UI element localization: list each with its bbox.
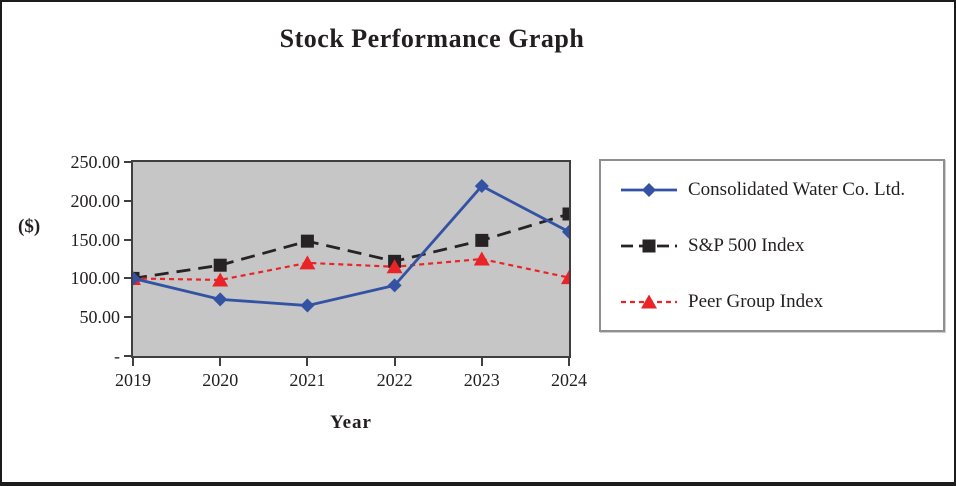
x-axis-tick-mark: [306, 358, 309, 366]
x-axis-tick-label: 2024: [551, 370, 587, 390]
diamond-marker-icon: [562, 224, 569, 239]
x-axis-tick-mark: [132, 358, 134, 366]
plot-area: [131, 160, 571, 358]
y-axis-tick-mark: [124, 277, 132, 280]
series-line-peer-group-index: [133, 257, 569, 282]
x-axis-tick-label: 2020: [202, 370, 239, 390]
y-axis-tick-mark: [124, 161, 132, 163]
y-axis-label: ($): [18, 216, 41, 237]
legend-item-label: S&P 500 Index: [688, 235, 805, 256]
legend: Consolidated Water Co. Ltd. S&P 500 Index…: [599, 159, 945, 332]
square-marker-icon: [642, 239, 656, 253]
triangle-marker-icon: [641, 294, 657, 309]
x-axis-tick-mark: [480, 358, 483, 366]
y-axis-tick-label: -: [114, 346, 120, 366]
legend-item-s-p-500-index: S&P 500 Index: [601, 218, 943, 274]
legend-swatch-triangle-icon: [621, 294, 677, 309]
triangle-marker-icon: [299, 255, 316, 270]
y-axis-tick-label: 150.00: [70, 229, 121, 250]
square-marker-icon: [475, 233, 489, 247]
square-marker-icon: [562, 207, 569, 221]
y-axis-tick-label: 100.00: [70, 268, 121, 289]
legend-items: Consolidated Water Co. Ltd. S&P 500 Index…: [601, 161, 943, 330]
triangle-marker-icon: [473, 251, 490, 266]
x-axis-tick-label: 2021: [289, 370, 326, 390]
square-marker-icon: [300, 234, 314, 248]
x-axis-tick-mark: [568, 358, 570, 366]
diamond-marker-icon: [387, 278, 402, 293]
legend-item-label: Consolidated Water Co. Ltd.: [688, 179, 906, 200]
x-axis-tick-mark: [219, 358, 222, 366]
x-axis-tick-mark: [393, 358, 396, 366]
x-axis-tick-label: 2019: [115, 370, 151, 390]
y-axis-tick-label: 200.00: [70, 190, 121, 211]
x-axis-title: Year: [330, 412, 372, 433]
legend-item-peer-group-index: Peer Group Index: [601, 274, 943, 330]
y-axis-tick-mark: [124, 199, 132, 202]
legend-swatch-diamond-icon: [621, 183, 677, 197]
y-axis-tick-mark: [124, 355, 132, 357]
diamond-marker-icon: [642, 183, 656, 197]
diamond-marker-icon: [213, 292, 228, 307]
series-line-consolidated-water-co-ltd: [133, 184, 569, 307]
x-axis-tick-label: 2023: [463, 370, 500, 390]
triangle-marker-icon: [212, 272, 229, 287]
square-marker-icon: [213, 258, 227, 272]
y-axis-tick-label: 50.00: [79, 307, 121, 328]
x-axis-tick-label: 2022: [376, 370, 413, 390]
legend-item-label: Peer Group Index: [688, 291, 824, 312]
legend-item-consolidated-water-co-ltd: Consolidated Water Co. Ltd.: [601, 162, 943, 218]
diamond-marker-icon: [133, 271, 140, 286]
diamond-marker-icon: [300, 298, 315, 313]
triangle-marker-icon: [386, 259, 403, 274]
legend-swatch-square-icon: [621, 239, 677, 253]
chart-title: Stock Performance Graph: [279, 24, 585, 53]
series-line-s-p-500-index: [133, 212, 569, 280]
chart-canvas: [133, 179, 569, 313]
y-axis-tick-label: 250.00: [70, 152, 121, 172]
y-axis-tick-mark: [124, 238, 132, 241]
y-axis-tick-mark: [124, 316, 132, 319]
diamond-marker-icon: [474, 179, 489, 194]
